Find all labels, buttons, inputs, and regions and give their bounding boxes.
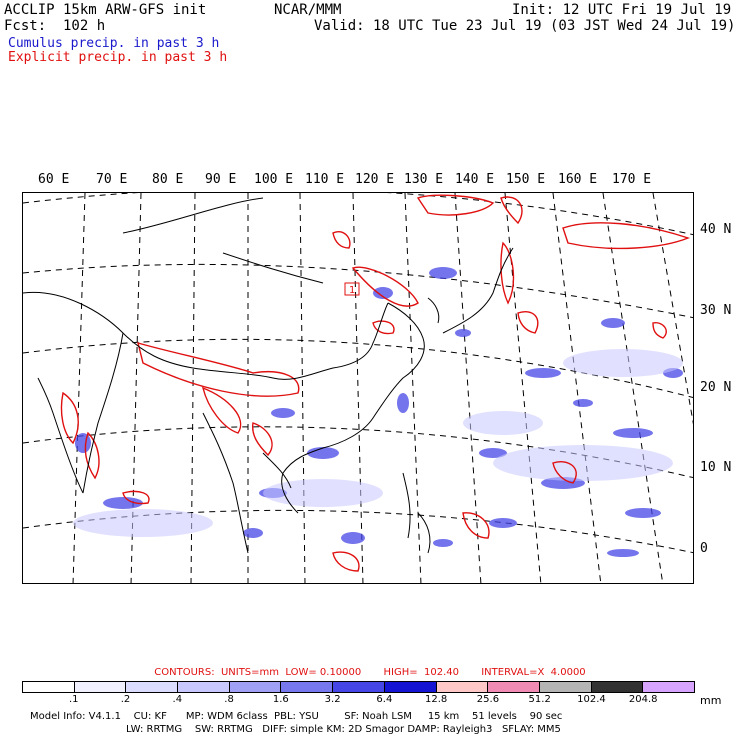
colorbar-tick-label: 3.2 [324,694,341,705]
station-marker-label: 1 [349,285,355,296]
lon-label: 150 E [506,172,546,187]
colorbar-tick-label: 51.2 [528,694,551,705]
colorbar-swatch [74,682,127,692]
center-name: NCAR/MMM [274,2,342,18]
colorbar-tick-label: .2 [120,694,131,705]
lon-label: 100 E [254,172,294,187]
lon-label: 60 E [38,172,70,187]
colorbar-swatch [333,682,385,692]
lat-label: 0 [700,541,708,556]
colorbar-swatch [384,682,437,692]
station-marker [344,282,360,296]
legend-cumulus: Cumulus precip. in past 3 h [8,36,220,51]
colorbar-swatch [229,682,282,692]
physics-info-line: LW: RRTMG SW: RRTMG DIFF: simple KM: 2D … [126,724,561,735]
colorbar-tick-label: 12.8 [425,694,448,705]
colorbar-swatch [488,682,540,692]
colorbar-swatch [178,682,230,692]
lon-label: 80 E [152,172,184,187]
colorbar [22,681,695,693]
forecast-hour: Fcst: 102 h [4,18,106,34]
lat-label: 40 N [700,222,732,237]
lon-label: 120 E [355,172,395,187]
colorbar-swatch [23,682,75,692]
colorbar-tick-label: .1 [68,694,79,705]
colorbar-tick-label: .4 [172,694,183,705]
lat-label: 10 N [700,460,732,475]
map-canvas: 1 [23,193,693,583]
explicit-precip [60,194,691,572]
lon-label: 70 E [96,172,128,187]
colorbar-tick-label: 6.4 [376,694,393,705]
lat-label: 30 N [700,303,732,318]
colorbar-tick-label: 25.6 [476,694,500,705]
colorbar-tick-label: .8 [224,694,234,705]
colorbar-tick-label: 102.4 [577,694,606,705]
contours-info: CONTOURS: UNITS=mm LOW= 0.10000 HIGH= 10… [154,667,586,678]
lon-label: 170 E [612,172,652,187]
colorbar-swatch [436,682,489,692]
colorbar-units: mm [700,694,722,707]
lat-label: 20 N [700,380,732,395]
colorbar-tick-label: 204.8 [628,694,658,705]
valid-time: Valid: 18 UTC Tue 23 Jul 19 (03 JST Wed … [314,18,736,34]
colorbar-swatch [539,682,592,692]
colorbar-swatch [126,682,179,692]
model-title: ACCLIP 15km ARW-GFS init [4,2,207,18]
lon-label: 160 E [558,172,598,187]
coastlines [23,197,514,554]
cumulus-precip-light [73,349,683,537]
legend-explicit: Explicit precip. in past 3 h [8,50,228,65]
lon-label: 140 E [455,172,495,187]
colorbar-swatch [643,682,694,692]
init-time: Init: 12 UTC Fri 19 Jul 19 [512,2,732,18]
lon-label: 130 E [404,172,444,187]
lon-label: 110 E [305,172,345,187]
map-panel: 1 [22,192,694,584]
lon-label: 90 E [205,172,237,187]
colorbar-swatch [591,682,644,692]
colorbar-tick-label: 1.6 [272,694,289,705]
model-info-line: Model Info: V4.1.1 CU: KF MP: WDM 6class… [30,711,563,722]
colorbar-swatch [281,682,334,692]
